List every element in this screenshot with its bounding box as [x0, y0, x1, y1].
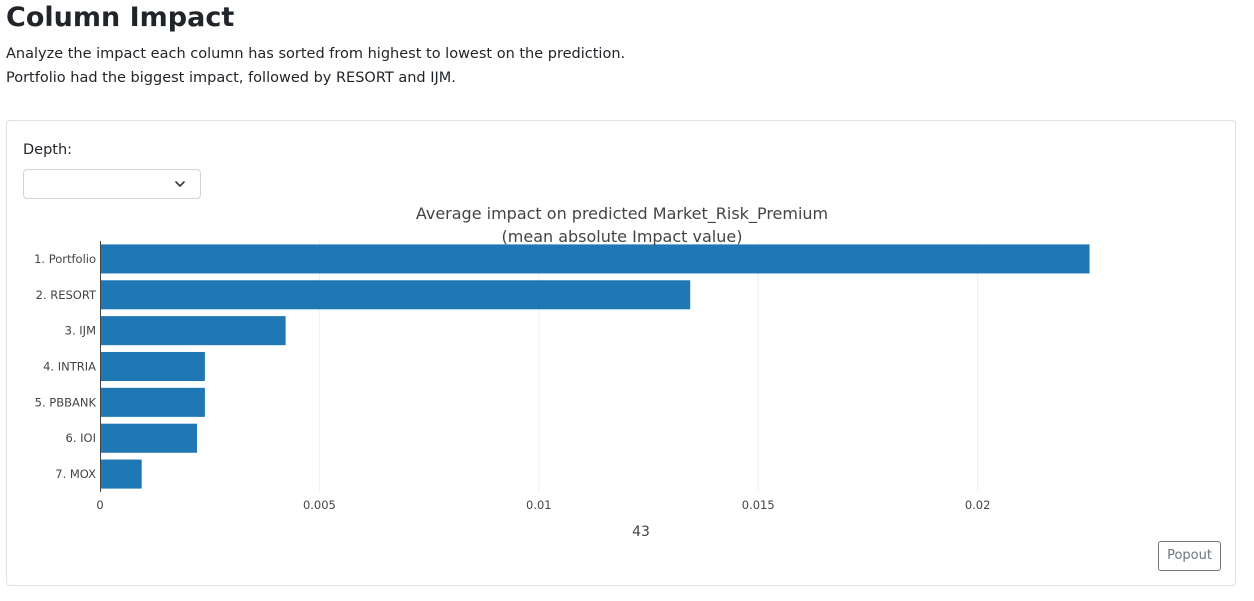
bar[interactable] — [101, 280, 691, 310]
depth-select[interactable] — [23, 169, 201, 199]
y-tick-label: 2. RESORT — [36, 288, 97, 302]
chart-card — [6, 120, 1236, 586]
page-title: Column Impact — [6, 2, 235, 33]
bar[interactable] — [101, 351, 205, 382]
x-tick-label: 0 — [96, 498, 103, 512]
y-tick-label: 3. IJM — [65, 324, 96, 338]
popout-button[interactable]: Popout — [1158, 541, 1221, 571]
y-tick-label: 5. PBBANK — [35, 395, 97, 409]
y-tick-label: 6. IOI — [66, 431, 96, 445]
y-tick-label: 4. INTRIA — [43, 360, 96, 374]
bar[interactable] — [101, 244, 1090, 274]
chart-axes: 0 0.005 0.01 0.015 0.02 1. Portfolio 2. RESORT… — [34, 241, 990, 512]
x-tick-label: 0.01 — [526, 498, 552, 512]
y-tick-label: 7. MOX — [55, 467, 96, 481]
x-axis-label: 43 — [632, 524, 650, 540]
chart-title-line-2: (mean absolute Impact value) — [502, 227, 743, 246]
depth-label: Depth: — [23, 142, 73, 158]
chart-title-line-1: Average impact on predicted Market_Risk_… — [416, 204, 828, 224]
description-line-1: Analyze the impact each column has sorte… — [6, 46, 626, 62]
bar[interactable] — [101, 316, 286, 346]
x-tick-label: 0.005 — [303, 498, 336, 512]
bar[interactable] — [101, 459, 142, 489]
chart-bars — [101, 244, 1090, 489]
chevron-down-icon — [175, 181, 185, 187]
bar[interactable] — [101, 387, 205, 417]
x-tick-label: 0.02 — [965, 498, 991, 512]
x-tick-label: 0.015 — [742, 498, 775, 512]
chart-gridlines — [318, 241, 979, 492]
y-tick-label: 1. Portfolio — [34, 252, 96, 266]
description-line-2: Portfolio had the biggest impact, follow… — [6, 70, 456, 86]
bar[interactable] — [101, 423, 197, 453]
